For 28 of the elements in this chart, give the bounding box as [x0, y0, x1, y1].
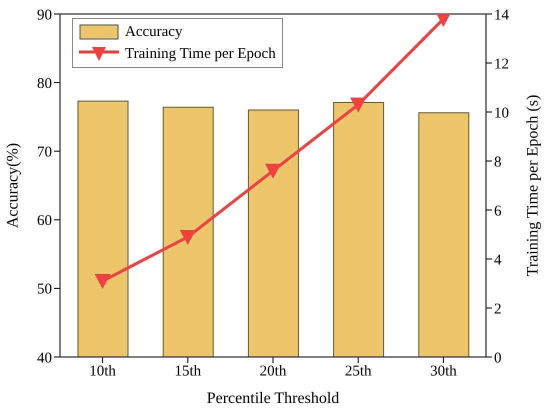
point	[350, 98, 366, 113]
point	[94, 274, 111, 290]
y-tick-label: 80	[37, 76, 52, 92]
x-tick-label: 15th	[174, 364, 202, 380]
y-tick-label: 70	[37, 144, 52, 161]
y-tick-label: 50	[37, 282, 52, 298]
x-tick-label: 25th	[344, 364, 372, 380]
x-tick-label: 10th	[89, 364, 116, 380]
y2-tick-label: 2	[494, 301, 502, 318]
y2-tick-label: 8	[494, 154, 502, 170]
point	[265, 164, 281, 179]
legend-label: Accuracy	[125, 24, 182, 40]
x-tick-label: 30th	[430, 364, 458, 380]
y2-tick-label: 14	[494, 7, 510, 24]
y-tick-label: 90	[37, 7, 52, 24]
y-tick-label: 60	[37, 213, 52, 230]
x-axis-title: Percentile Threshold	[206, 390, 340, 407]
point	[180, 230, 196, 245]
y2-tick-label: 4	[494, 252, 502, 268]
y-axis-title: Accuracy(%)	[4, 142, 22, 228]
y2-tick-label: 0	[494, 350, 502, 366]
x-tick-label: 20th	[260, 364, 287, 380]
y-tick-label: 40	[37, 350, 52, 366]
legend-label: Training Time per Epoch	[125, 46, 276, 62]
y2-tick-label: 10	[494, 105, 509, 122]
y2-axis-title: Training Time per Epoch (s)	[524, 94, 542, 276]
y2-tick-label: 12	[494, 56, 509, 72]
y2-tick-label: 6	[494, 203, 502, 220]
